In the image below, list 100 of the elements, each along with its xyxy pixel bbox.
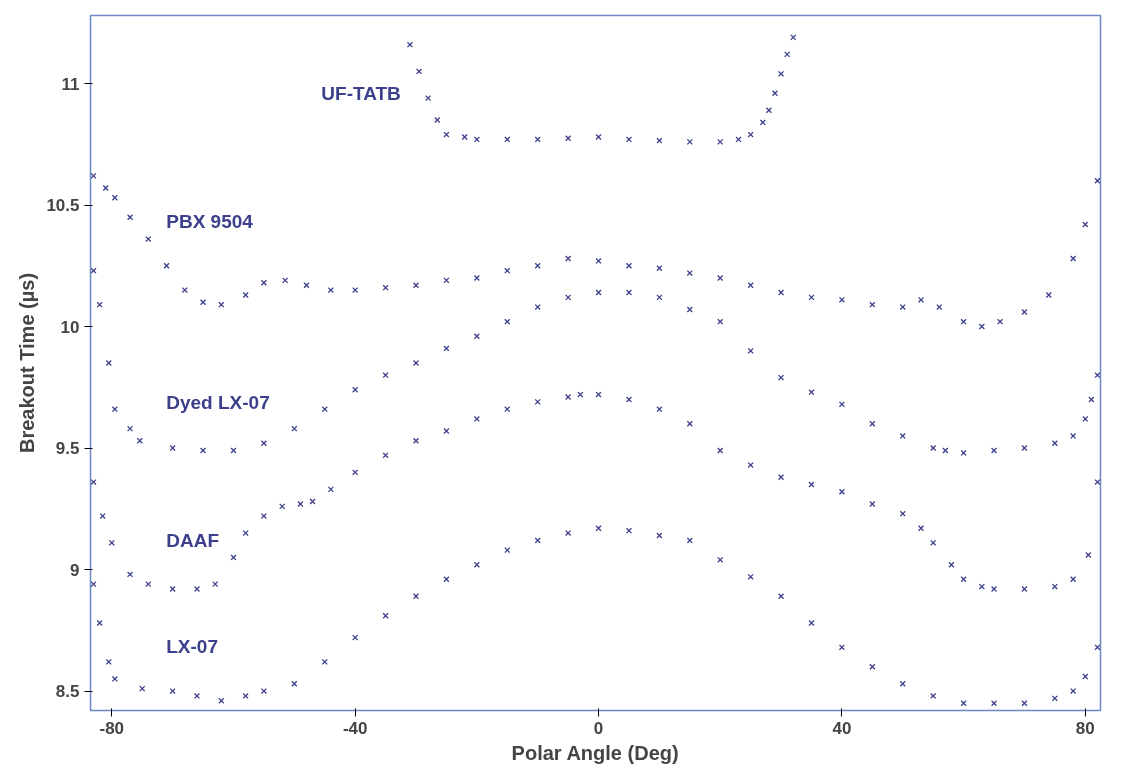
point <box>777 374 785 381</box>
point <box>1021 444 1028 452</box>
point <box>625 396 633 403</box>
point <box>1021 585 1028 593</box>
point <box>838 488 846 495</box>
point <box>102 184 109 192</box>
point <box>838 644 846 651</box>
point <box>1094 177 1101 184</box>
point <box>1082 221 1089 228</box>
x-tick-label: 0 <box>593 718 604 738</box>
point <box>352 634 359 641</box>
point <box>126 571 134 578</box>
point <box>1051 583 1058 590</box>
y-tick-label: 11 <box>61 74 80 94</box>
series-label: Dyed LX-07 <box>166 392 270 414</box>
point <box>242 692 249 700</box>
series-label: UF-TATB <box>321 82 401 104</box>
point <box>169 585 176 593</box>
point <box>625 289 633 296</box>
point <box>899 510 906 517</box>
x-tick-label: -40 <box>342 718 368 738</box>
point <box>747 282 754 289</box>
point <box>936 303 943 311</box>
point <box>942 447 949 454</box>
point <box>242 291 249 299</box>
point <box>625 136 633 143</box>
point <box>990 447 998 454</box>
point <box>808 294 815 301</box>
point <box>656 532 663 539</box>
point <box>1094 478 1101 486</box>
y-axis-title: Breakout Time (µs) <box>16 272 39 454</box>
point <box>777 70 785 77</box>
point <box>1082 415 1089 423</box>
point <box>327 486 334 493</box>
point <box>291 680 298 687</box>
point <box>930 444 937 452</box>
point <box>412 437 420 444</box>
point <box>1021 308 1028 316</box>
point <box>461 133 468 141</box>
point <box>747 461 754 469</box>
point <box>978 323 985 330</box>
point <box>412 593 420 600</box>
y-tick-label: 8.5 <box>55 682 80 702</box>
point <box>930 692 937 700</box>
point <box>260 279 268 286</box>
point <box>282 277 289 284</box>
point <box>656 406 663 413</box>
point <box>577 391 584 398</box>
point <box>625 527 633 534</box>
point <box>960 700 967 707</box>
point <box>199 299 207 306</box>
point <box>534 136 541 143</box>
point <box>504 546 511 554</box>
point <box>473 136 480 143</box>
y-tick-label: 9.5 <box>55 439 80 459</box>
point <box>1070 576 1077 583</box>
point <box>199 447 207 454</box>
point <box>534 303 541 311</box>
point <box>747 131 754 138</box>
point <box>473 333 480 340</box>
series-label: LX-07 <box>166 636 218 658</box>
point <box>212 581 219 588</box>
point <box>279 503 286 510</box>
point <box>595 257 602 265</box>
point <box>1070 255 1077 262</box>
point <box>784 51 791 58</box>
point <box>1085 551 1092 559</box>
point <box>1082 673 1089 680</box>
point <box>978 583 985 590</box>
point <box>163 262 170 269</box>
point <box>105 359 112 367</box>
point <box>242 529 249 537</box>
point <box>534 537 541 544</box>
point <box>90 267 97 274</box>
point <box>406 41 414 48</box>
point <box>1045 291 1052 299</box>
point <box>504 406 511 413</box>
point <box>260 440 268 447</box>
series-label: PBX 9504 <box>166 211 254 233</box>
point <box>565 135 572 142</box>
y-tick-label: 10 <box>60 317 80 337</box>
point <box>382 452 389 459</box>
point <box>996 318 1004 325</box>
point <box>917 525 925 532</box>
point <box>382 372 389 379</box>
y-tick-label: 10.5 <box>46 196 80 216</box>
point <box>838 401 846 408</box>
point <box>473 561 480 568</box>
point <box>96 619 103 627</box>
point <box>808 619 815 627</box>
point <box>90 172 97 180</box>
point <box>1094 372 1101 379</box>
point <box>534 262 541 269</box>
point <box>382 612 389 619</box>
point <box>759 119 766 126</box>
point <box>960 318 967 325</box>
point <box>686 306 693 313</box>
point <box>565 294 572 301</box>
point <box>321 658 328 666</box>
point <box>534 398 541 406</box>
